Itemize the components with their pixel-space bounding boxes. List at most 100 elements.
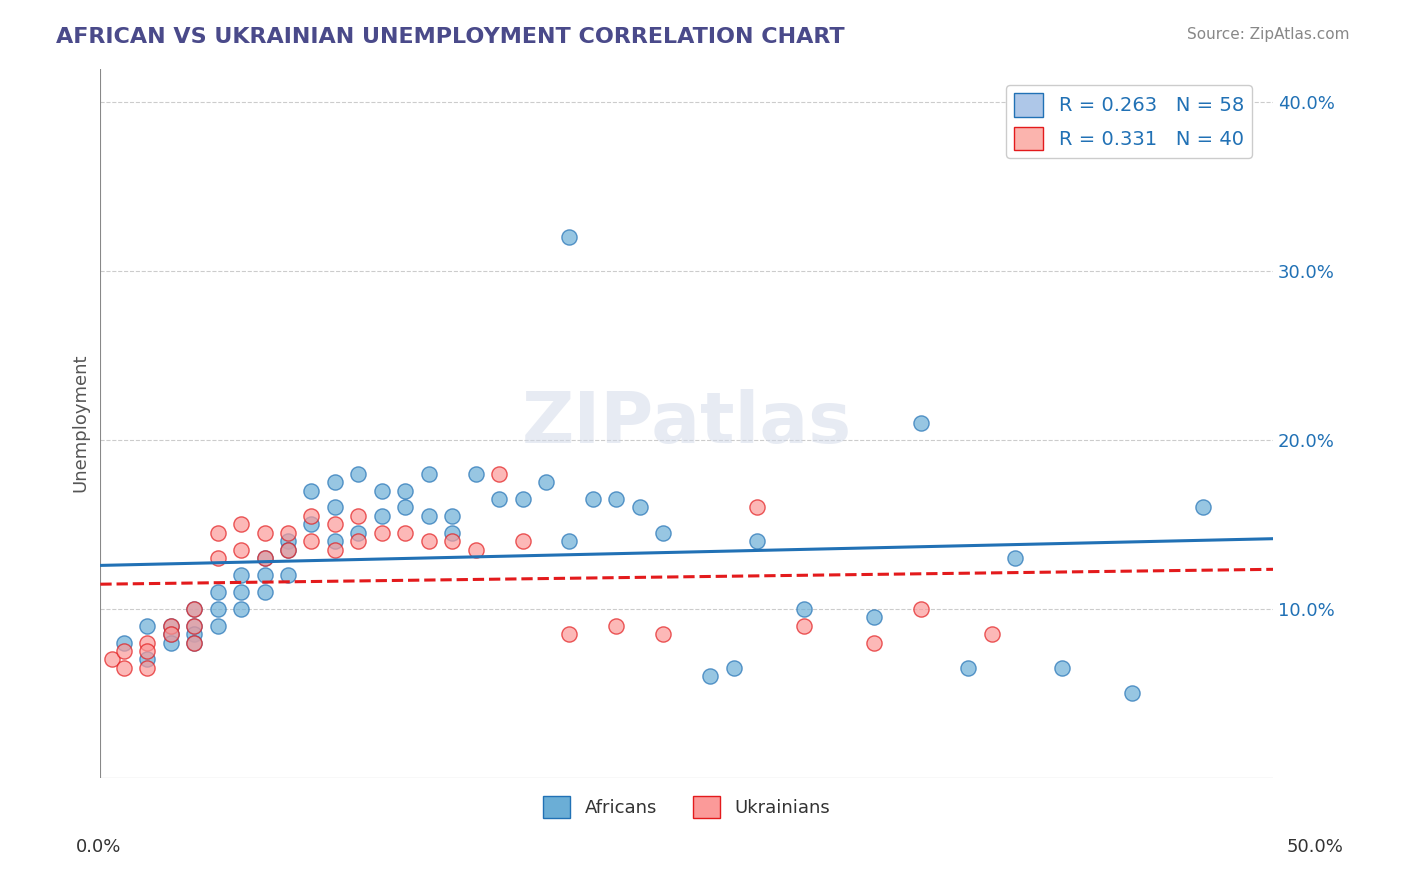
Point [488, 491, 510, 506]
Point [253, 525, 276, 540]
Point [464, 542, 486, 557]
Y-axis label: Unemployment: Unemployment [72, 354, 89, 492]
Point [534, 475, 557, 490]
Point [207, 525, 229, 540]
Point [699, 669, 721, 683]
Point [347, 508, 370, 523]
Point [418, 508, 440, 523]
Point [136, 661, 159, 675]
Point [910, 601, 932, 615]
Point [1004, 551, 1026, 566]
Point [183, 618, 205, 632]
Point [652, 525, 675, 540]
Point [745, 534, 768, 549]
Point [229, 585, 252, 599]
Point [301, 517, 323, 532]
Point [441, 525, 464, 540]
Point [159, 618, 181, 632]
Point [910, 416, 932, 430]
Point [1191, 500, 1213, 515]
Point [347, 525, 370, 540]
Point [112, 661, 135, 675]
Point [605, 491, 627, 506]
Point [183, 601, 205, 615]
Point [323, 517, 346, 532]
Point [488, 467, 510, 481]
Point [863, 635, 886, 649]
Point [159, 627, 181, 641]
Point [512, 534, 534, 549]
Point [394, 500, 416, 515]
Point [418, 534, 440, 549]
Point [136, 635, 159, 649]
Point [371, 525, 394, 540]
Legend: Africans, Ukrainians: Africans, Ukrainians [536, 789, 838, 825]
Point [1121, 686, 1143, 700]
Point [347, 467, 370, 481]
Point [229, 568, 252, 582]
Point [347, 534, 370, 549]
Point [301, 483, 323, 498]
Point [183, 635, 205, 649]
Point [207, 585, 229, 599]
Point [136, 652, 159, 666]
Point [394, 525, 416, 540]
Point [301, 508, 323, 523]
Point [418, 467, 440, 481]
Point [441, 534, 464, 549]
Text: ZIPatlas: ZIPatlas [522, 389, 852, 458]
Point [441, 508, 464, 523]
Point [183, 601, 205, 615]
Point [229, 601, 252, 615]
Point [183, 627, 205, 641]
Text: 50.0%: 50.0% [1286, 838, 1343, 855]
Point [277, 542, 299, 557]
Text: 0.0%: 0.0% [76, 838, 121, 855]
Point [207, 618, 229, 632]
Point [229, 517, 252, 532]
Point [253, 568, 276, 582]
Point [605, 618, 627, 632]
Point [253, 585, 276, 599]
Point [323, 500, 346, 515]
Point [394, 483, 416, 498]
Point [628, 500, 651, 515]
Point [136, 644, 159, 658]
Point [371, 483, 394, 498]
Point [159, 635, 181, 649]
Text: Source: ZipAtlas.com: Source: ZipAtlas.com [1187, 27, 1350, 42]
Point [723, 661, 745, 675]
Point [371, 508, 394, 523]
Point [253, 551, 276, 566]
Point [558, 627, 581, 641]
Point [1050, 661, 1073, 675]
Point [323, 542, 346, 557]
Point [112, 635, 135, 649]
Point [277, 568, 299, 582]
Point [464, 467, 486, 481]
Point [207, 601, 229, 615]
Point [793, 601, 815, 615]
Point [159, 618, 181, 632]
Point [957, 661, 980, 675]
Point [207, 551, 229, 566]
Point [745, 500, 768, 515]
Point [277, 534, 299, 549]
Point [277, 542, 299, 557]
Text: AFRICAN VS UKRAINIAN UNEMPLOYMENT CORRELATION CHART: AFRICAN VS UKRAINIAN UNEMPLOYMENT CORREL… [56, 27, 845, 46]
Point [558, 230, 581, 244]
Point [582, 491, 605, 506]
Point [112, 644, 135, 658]
Point [136, 618, 159, 632]
Point [863, 610, 886, 624]
Point [301, 534, 323, 549]
Point [512, 491, 534, 506]
Point [323, 534, 346, 549]
Point [253, 551, 276, 566]
Point [323, 475, 346, 490]
Point [652, 627, 675, 641]
Point [558, 534, 581, 549]
Point [980, 627, 1002, 641]
Point [183, 635, 205, 649]
Point [101, 652, 124, 666]
